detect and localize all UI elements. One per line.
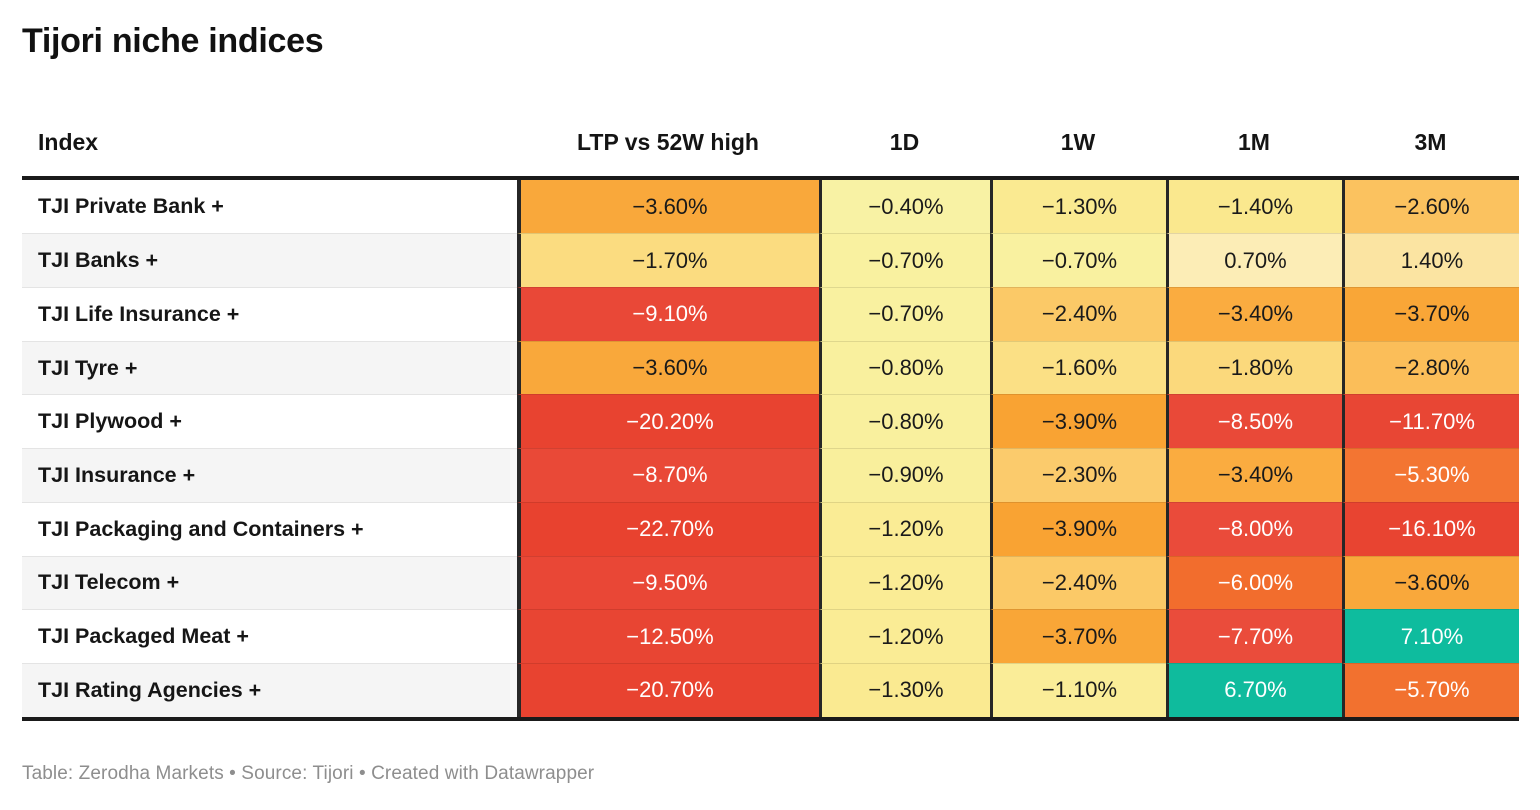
footer-attribution: Table: Zerodha Markets • Source: Tijori …	[22, 762, 595, 784]
value-cell: −0.80%	[819, 394, 990, 449]
index-name-cell[interactable]: TJI Banks +	[22, 233, 517, 288]
index-name-cell[interactable]: TJI Plywood +	[22, 394, 517, 449]
column-header-3m[interactable]: 3M	[1414, 129, 1447, 156]
column-header-1w[interactable]: 1W	[1060, 129, 1096, 156]
value-cell: −3.70%	[1342, 287, 1519, 341]
value-cell: −22.70%	[517, 501, 819, 556]
value-cell: −6.00%	[1166, 555, 1342, 610]
value-cell: −9.10%	[517, 287, 819, 341]
table-body: TJI Private Bank + −3.60% −0.40% −1.30% −1.4…	[22, 179, 1519, 721]
value-cell: −2.80%	[1342, 340, 1519, 395]
value-cell: −7.70%	[1166, 609, 1342, 663]
value-cell: −0.70%	[990, 233, 1166, 288]
value-cell: −0.70%	[819, 233, 990, 288]
column-header-1d[interactable]: 1D	[889, 129, 920, 156]
table-row: TJI Tyre + −3.60% −0.80% −1.60% −1.80% −2.80%	[22, 340, 1519, 395]
value-cell: −2.40%	[990, 555, 1166, 610]
value-cell: −3.40%	[1166, 287, 1342, 341]
page-title: Tijori niche indices	[22, 22, 324, 60]
value-cell: −1.30%	[990, 179, 1166, 234]
value-cell: −16.10%	[1342, 501, 1519, 556]
column-header-1m[interactable]: 1M	[1238, 129, 1270, 156]
column-header-ltp-vs-52w-high[interactable]: LTP vs 52W high	[577, 129, 759, 156]
value-cell: −0.70%	[819, 287, 990, 341]
value-cell: −3.70%	[990, 609, 1166, 663]
value-cell: −2.60%	[1342, 179, 1519, 234]
index-name-cell[interactable]: TJI Tyre +	[22, 340, 517, 395]
value-cell: 6.70%	[1166, 662, 1342, 717]
value-cell: −0.40%	[819, 179, 990, 234]
value-cell: −0.90%	[819, 448, 990, 502]
index-name-cell[interactable]: TJI Packaging and Containers +	[22, 501, 517, 556]
table-row: TJI Banks + −1.70% −0.70% −0.70% 0.70% 1.40%	[22, 233, 1519, 288]
index-name-cell[interactable]: TJI Insurance +	[22, 448, 517, 502]
value-cell: −1.20%	[819, 609, 990, 663]
value-cell: −1.70%	[517, 233, 819, 288]
value-cell: −1.20%	[819, 555, 990, 610]
value-cell: −2.40%	[990, 287, 1166, 341]
column-header-index[interactable]: Index	[38, 129, 99, 156]
table-row: TJI Packaged Meat + −12.50% −1.20% −3.70% −7…	[22, 609, 1519, 663]
value-cell: −0.80%	[819, 340, 990, 395]
table-row: TJI Insurance + −8.70% −0.90% −2.30% −3.40% −…	[22, 448, 1519, 502]
value-cell: −12.50%	[517, 609, 819, 663]
value-cell: −1.40%	[1166, 179, 1342, 234]
value-cell: −5.70%	[1342, 662, 1519, 717]
value-cell: −1.10%	[990, 662, 1166, 717]
value-cell: −3.40%	[1166, 448, 1342, 502]
value-cell: −3.60%	[1342, 555, 1519, 610]
value-cell: −3.90%	[990, 501, 1166, 556]
table-row: TJI Packaging and Containers + −22.70% −1.…	[22, 501, 1519, 556]
index-name-cell[interactable]: TJI Rating Agencies +	[22, 662, 517, 717]
value-cell: −1.80%	[1166, 340, 1342, 395]
value-cell: −1.60%	[990, 340, 1166, 395]
value-cell: −3.90%	[990, 394, 1166, 449]
value-cell: 7.10%	[1342, 609, 1519, 663]
indices-table: Index LTP vs 52W high 1D 1W 1M 3M TJI Pr…	[22, 110, 1519, 721]
table-row: TJI Telecom + −9.50% −1.20% −2.40% −6.00% −3.…	[22, 555, 1519, 610]
index-name-cell[interactable]: TJI Life Insurance +	[22, 287, 517, 341]
table-row: TJI Private Bank + −3.60% −0.40% −1.30% −1.4…	[22, 179, 1519, 234]
index-name-cell[interactable]: TJI Packaged Meat +	[22, 609, 517, 663]
value-cell: 1.40%	[1342, 233, 1519, 288]
value-cell: −9.50%	[517, 555, 819, 610]
value-cell: −5.30%	[1342, 448, 1519, 502]
value-cell: −1.30%	[819, 662, 990, 717]
table-row: TJI Life Insurance + −9.10% −0.70% −2.40% −3…	[22, 287, 1519, 341]
value-cell: −1.20%	[819, 501, 990, 556]
table-row: TJI Rating Agencies + −20.70% −1.30% −1.10%…	[22, 662, 1519, 717]
value-cell: −8.70%	[517, 448, 819, 502]
value-cell: −20.70%	[517, 662, 819, 717]
index-name-cell[interactable]: TJI Telecom +	[22, 555, 517, 610]
value-cell: −20.20%	[517, 394, 819, 449]
value-cell: −11.70%	[1342, 394, 1519, 449]
datawrapper-table-page: Tijori niche indices Index LTP vs 52W hi…	[22, 22, 1519, 784]
value-cell: −8.50%	[1166, 394, 1342, 449]
value-cell: 0.70%	[1166, 233, 1342, 288]
value-cell: −3.60%	[517, 179, 819, 234]
value-cell: −8.00%	[1166, 501, 1342, 556]
value-cell: −3.60%	[517, 340, 819, 395]
table-header-row: Index LTP vs 52W high 1D 1W 1M 3M	[22, 110, 1519, 180]
table-row: TJI Plywood + −20.20% −0.80% −3.90% −8.50% −1…	[22, 394, 1519, 449]
value-cell: −2.30%	[990, 448, 1166, 502]
index-name-cell[interactable]: TJI Private Bank +	[22, 179, 517, 234]
